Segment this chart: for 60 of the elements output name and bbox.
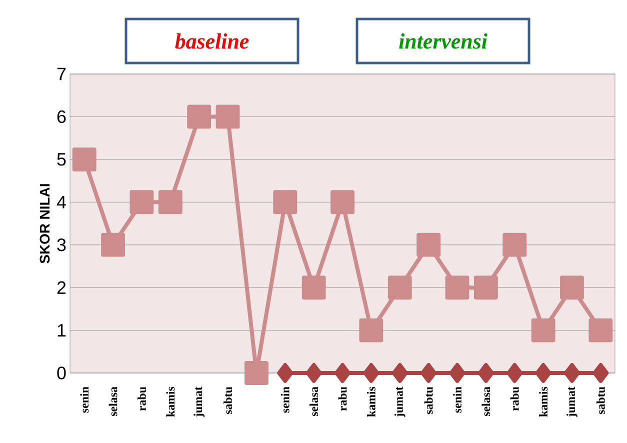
x-tick-label: jumat: [194, 386, 204, 418]
point: [306, 363, 322, 383]
x-tick-label: senin: [280, 386, 290, 413]
y-axis-title: SKOR NILAI: [40, 184, 50, 264]
point: [478, 363, 494, 383]
y-tick-label: 6: [57, 110, 66, 124]
point: [392, 363, 408, 383]
point: [445, 276, 470, 300]
x-tick-label: rabu: [510, 386, 519, 411]
point: [474, 276, 498, 300]
point: [535, 363, 552, 383]
point: [302, 276, 326, 300]
point: [244, 361, 268, 385]
point: [330, 190, 354, 214]
point: [588, 318, 613, 342]
point: [72, 147, 96, 172]
x-tick-label: senin: [80, 386, 89, 413]
point: [560, 276, 584, 300]
point: [130, 190, 154, 214]
x-tick-label: selasa: [482, 386, 490, 416]
y-tick-label: 5: [57, 153, 66, 166]
x-tick-label: rabu: [338, 386, 347, 411]
x-tick-label: sabtu: [596, 386, 605, 414]
point: [273, 190, 298, 214]
y-tick-label: 2: [57, 281, 66, 294]
point: [388, 276, 412, 300]
y-tick-label: 3: [57, 238, 66, 252]
point: [277, 363, 294, 383]
x-tick-label: sabtu: [224, 386, 232, 414]
point: [359, 318, 384, 342]
x-tick-label: jumat: [394, 386, 406, 418]
x-tick-label: sabtu: [424, 386, 433, 414]
text: baseline: [175, 33, 249, 49]
point: [216, 104, 240, 129]
point: [531, 318, 556, 342]
point: [158, 190, 182, 214]
point: [363, 363, 380, 383]
point: [101, 232, 125, 257]
point: [187, 104, 212, 129]
x-tick-label: jumat: [566, 386, 578, 418]
x-tick-label: kamis: [166, 386, 175, 417]
x-tick-label: selasa: [310, 386, 318, 416]
point: [449, 363, 466, 383]
point: [420, 363, 437, 383]
y-tick-label: 4: [56, 196, 66, 208]
point: [502, 232, 527, 257]
x-tick-label: senin: [453, 386, 462, 413]
x-tick-label: selasa: [108, 386, 118, 416]
y-tick-label: 7: [57, 68, 66, 80]
x-tick-label: rabu: [137, 386, 146, 411]
y-tick-label: 0: [57, 366, 66, 380]
x-tick-label: kamis: [366, 386, 376, 417]
y-tick-label: 1: [58, 324, 66, 336]
point: [334, 363, 350, 383]
text: intervensi: [399, 33, 488, 49]
point: [506, 363, 523, 383]
point: [416, 232, 441, 257]
point: [592, 363, 609, 383]
point: [564, 363, 580, 383]
x-tick-label: kamis: [539, 386, 548, 417]
